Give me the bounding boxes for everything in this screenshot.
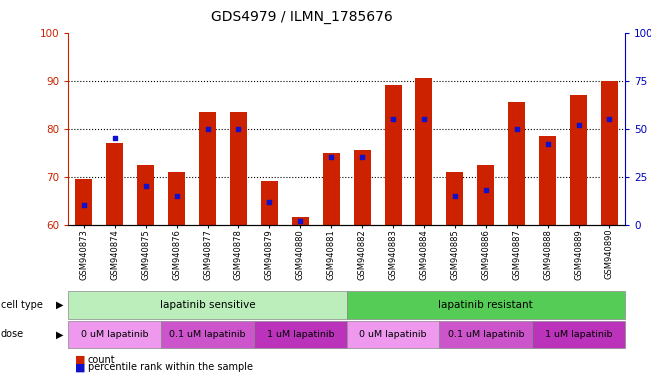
Point <box>202 126 213 132</box>
Text: dose: dose <box>1 329 24 339</box>
Text: 0 uM lapatinib: 0 uM lapatinib <box>81 330 148 339</box>
Point <box>574 122 584 128</box>
Point <box>542 141 553 147</box>
Point <box>109 135 120 141</box>
Bar <box>415 78 432 225</box>
Text: ▶: ▶ <box>56 300 64 310</box>
Text: 1 uM lapatinib: 1 uM lapatinib <box>545 330 613 339</box>
Bar <box>137 165 154 225</box>
Point <box>357 154 367 161</box>
Bar <box>477 165 494 225</box>
Bar <box>76 179 92 225</box>
Bar <box>230 112 247 225</box>
Text: ▶: ▶ <box>56 329 64 339</box>
Bar <box>447 172 464 225</box>
Bar <box>508 102 525 225</box>
Point <box>604 116 615 122</box>
Text: cell type: cell type <box>1 300 42 310</box>
Text: 0.1 uM lapatinib: 0.1 uM lapatinib <box>169 330 246 339</box>
Point <box>419 116 429 122</box>
Bar <box>539 136 556 225</box>
Point <box>295 218 305 224</box>
Point <box>171 193 182 199</box>
Bar <box>168 172 185 225</box>
Bar <box>353 150 370 225</box>
Text: ■: ■ <box>75 362 85 372</box>
Text: GDS4979 / ILMN_1785676: GDS4979 / ILMN_1785676 <box>212 10 393 23</box>
Bar <box>570 95 587 225</box>
Text: lapatinib sensitive: lapatinib sensitive <box>159 300 255 310</box>
Bar <box>292 217 309 225</box>
Text: 0.1 uM lapatinib: 0.1 uM lapatinib <box>447 330 524 339</box>
Bar <box>199 112 216 225</box>
Text: 1 uM lapatinib: 1 uM lapatinib <box>266 330 334 339</box>
Bar <box>323 152 340 225</box>
Bar <box>261 182 278 225</box>
Text: 0 uM lapatinib: 0 uM lapatinib <box>359 330 427 339</box>
Point <box>480 187 491 193</box>
Point <box>233 126 243 132</box>
Point <box>450 193 460 199</box>
Text: lapatinib resistant: lapatinib resistant <box>438 300 533 310</box>
Point <box>512 126 522 132</box>
Text: ■: ■ <box>75 355 85 365</box>
Point <box>388 116 398 122</box>
Bar <box>601 81 618 225</box>
Point <box>264 199 275 205</box>
Bar <box>385 85 402 225</box>
Point <box>79 202 89 209</box>
Text: percentile rank within the sample: percentile rank within the sample <box>88 362 253 372</box>
Point <box>326 154 337 161</box>
Bar <box>106 143 123 225</box>
Point <box>141 183 151 189</box>
Text: count: count <box>88 355 115 365</box>
